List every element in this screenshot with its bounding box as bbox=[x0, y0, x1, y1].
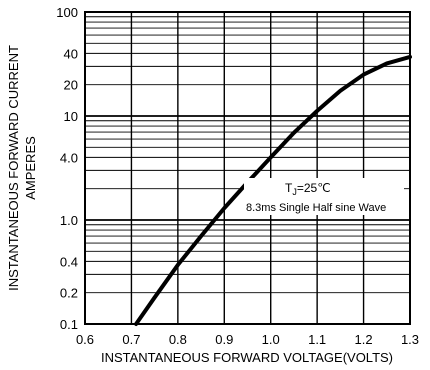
annotation-waveform: 8.3ms Single Half sine Wave bbox=[246, 202, 386, 214]
x-tick-label: 0.8 bbox=[169, 332, 187, 347]
x-axis-label: INSTANTANEOUS FORWARD VOLTAGE(VOLTS) bbox=[101, 350, 393, 365]
curve-layer bbox=[134, 54, 412, 326]
y-axis-label-line2: AMPERES bbox=[23, 136, 38, 200]
x-tick-label: 1.1 bbox=[308, 332, 326, 347]
y-tick-label: 100 bbox=[56, 5, 78, 20]
x-tick-label: 0.6 bbox=[76, 332, 94, 347]
y-tick-label: 0.2 bbox=[60, 286, 78, 301]
x-tick-label: 1.0 bbox=[262, 332, 280, 347]
y-tick-label: 1.0 bbox=[60, 213, 78, 228]
x-tick-label: 1.2 bbox=[355, 332, 373, 347]
y-tick-label: 0.4 bbox=[60, 254, 78, 269]
y-tick-label: 20 bbox=[64, 78, 78, 93]
y-tick-label: 0.1 bbox=[60, 317, 78, 332]
y-tick-label: 10 bbox=[64, 109, 78, 124]
tick-labels: 0.6 0.7 0.8 0.9 1.0 1.1 1.2 1.3 0.1 0.2 0.4 1.0 4.0 1… bbox=[56, 5, 419, 347]
forward-current-curve bbox=[134, 54, 412, 326]
x-tick-label: 1.3 bbox=[401, 332, 419, 347]
y-tick-label: 4.0 bbox=[60, 150, 78, 165]
grid-layer bbox=[85, 12, 410, 324]
y-tick-label: 40 bbox=[64, 46, 78, 61]
annotation-temperature: TJ=25℃ bbox=[285, 181, 331, 197]
annotation: TJ=25℃ 8.3ms Single Half sine Wave bbox=[244, 178, 404, 215]
x-tick-label: 0.9 bbox=[215, 332, 233, 347]
annotation-background bbox=[244, 178, 404, 215]
y-axis-label-line1: INSTANTANEOUS FORWARD CURRENT bbox=[6, 45, 21, 291]
plot-frame bbox=[84, 11, 411, 325]
x-tick-label: 0.7 bbox=[122, 332, 140, 347]
